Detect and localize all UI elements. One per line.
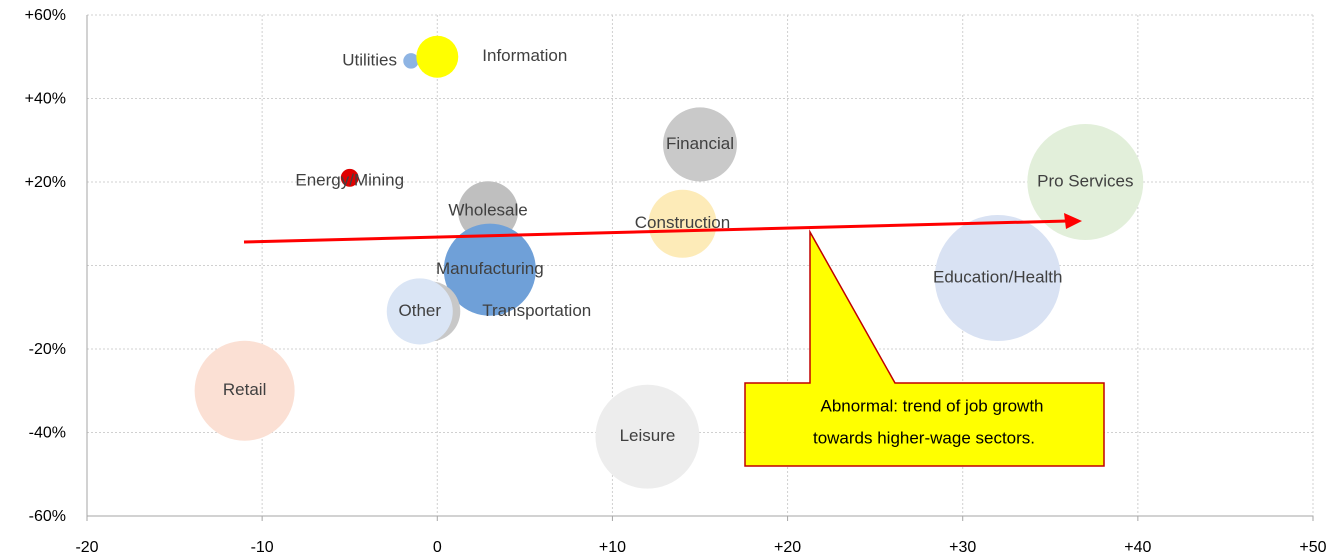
bubble [340,168,359,187]
bubble [194,340,295,441]
bubble-label: Utilities [342,50,397,69]
bubble-label: Wholesale [448,201,527,220]
x-tick-label: +50 [1299,539,1326,556]
grid: -60% -40% -20% +20% +40% +60% -20 -10 0 +10 +20 +30… [25,7,1327,556]
y-tick-label: -60% [29,508,66,525]
arrow-head [1064,213,1082,229]
x-tick-label: -20 [75,539,98,556]
bubble [403,53,419,69]
y-tick-label: +60% [25,7,66,24]
bubble-label: Manufacturing [436,259,544,278]
x-tick-label: -10 [251,539,274,556]
x-tick-label: +30 [949,539,976,556]
x-tick-label: +10 [599,539,626,556]
bubble-label: Construction [635,213,730,232]
x-tick-label: 0 [433,539,442,556]
y-tick-label: -20% [29,341,66,358]
callout-text: Abnormal: trend of job growth [820,396,1043,415]
bubble-label: Other [399,301,442,320]
bubble-label: Leisure [620,426,676,445]
bubble-label: Retail [223,380,266,399]
bubble [595,384,700,489]
y-tick-label: +40% [25,91,66,108]
callout: Abnormal: trend of job growth towards hi… [744,229,1105,467]
bubble [662,107,738,182]
x-tick-label: +40 [1124,539,1151,556]
bubble-label: Financial [666,134,734,153]
bubble-label: Transportation [482,301,591,320]
y-tick-label: -40% [29,425,66,442]
bubbles [194,35,1144,489]
bubble [1027,124,1144,240]
callout-box [744,229,1105,467]
y-tick-label: +20% [25,174,66,191]
trend-arrow [243,213,1082,244]
bubble-label: Pro Services [1037,171,1133,190]
trend-line [243,219,1069,244]
x-tick-label: +20 [774,539,801,556]
bubble [648,189,717,258]
bubble-label: Energy/Mining [295,170,404,189]
callout-text: towards higher-wage sectors. [813,428,1035,447]
bubble [386,278,453,345]
bubble [934,215,1061,342]
bubble [416,35,459,78]
labels: Education/Health Pro Services Leisure Retai… [223,46,1134,445]
bubble [443,223,536,316]
bubble-label: Information [482,46,567,65]
bubble-label: Education/Health [933,268,1062,287]
